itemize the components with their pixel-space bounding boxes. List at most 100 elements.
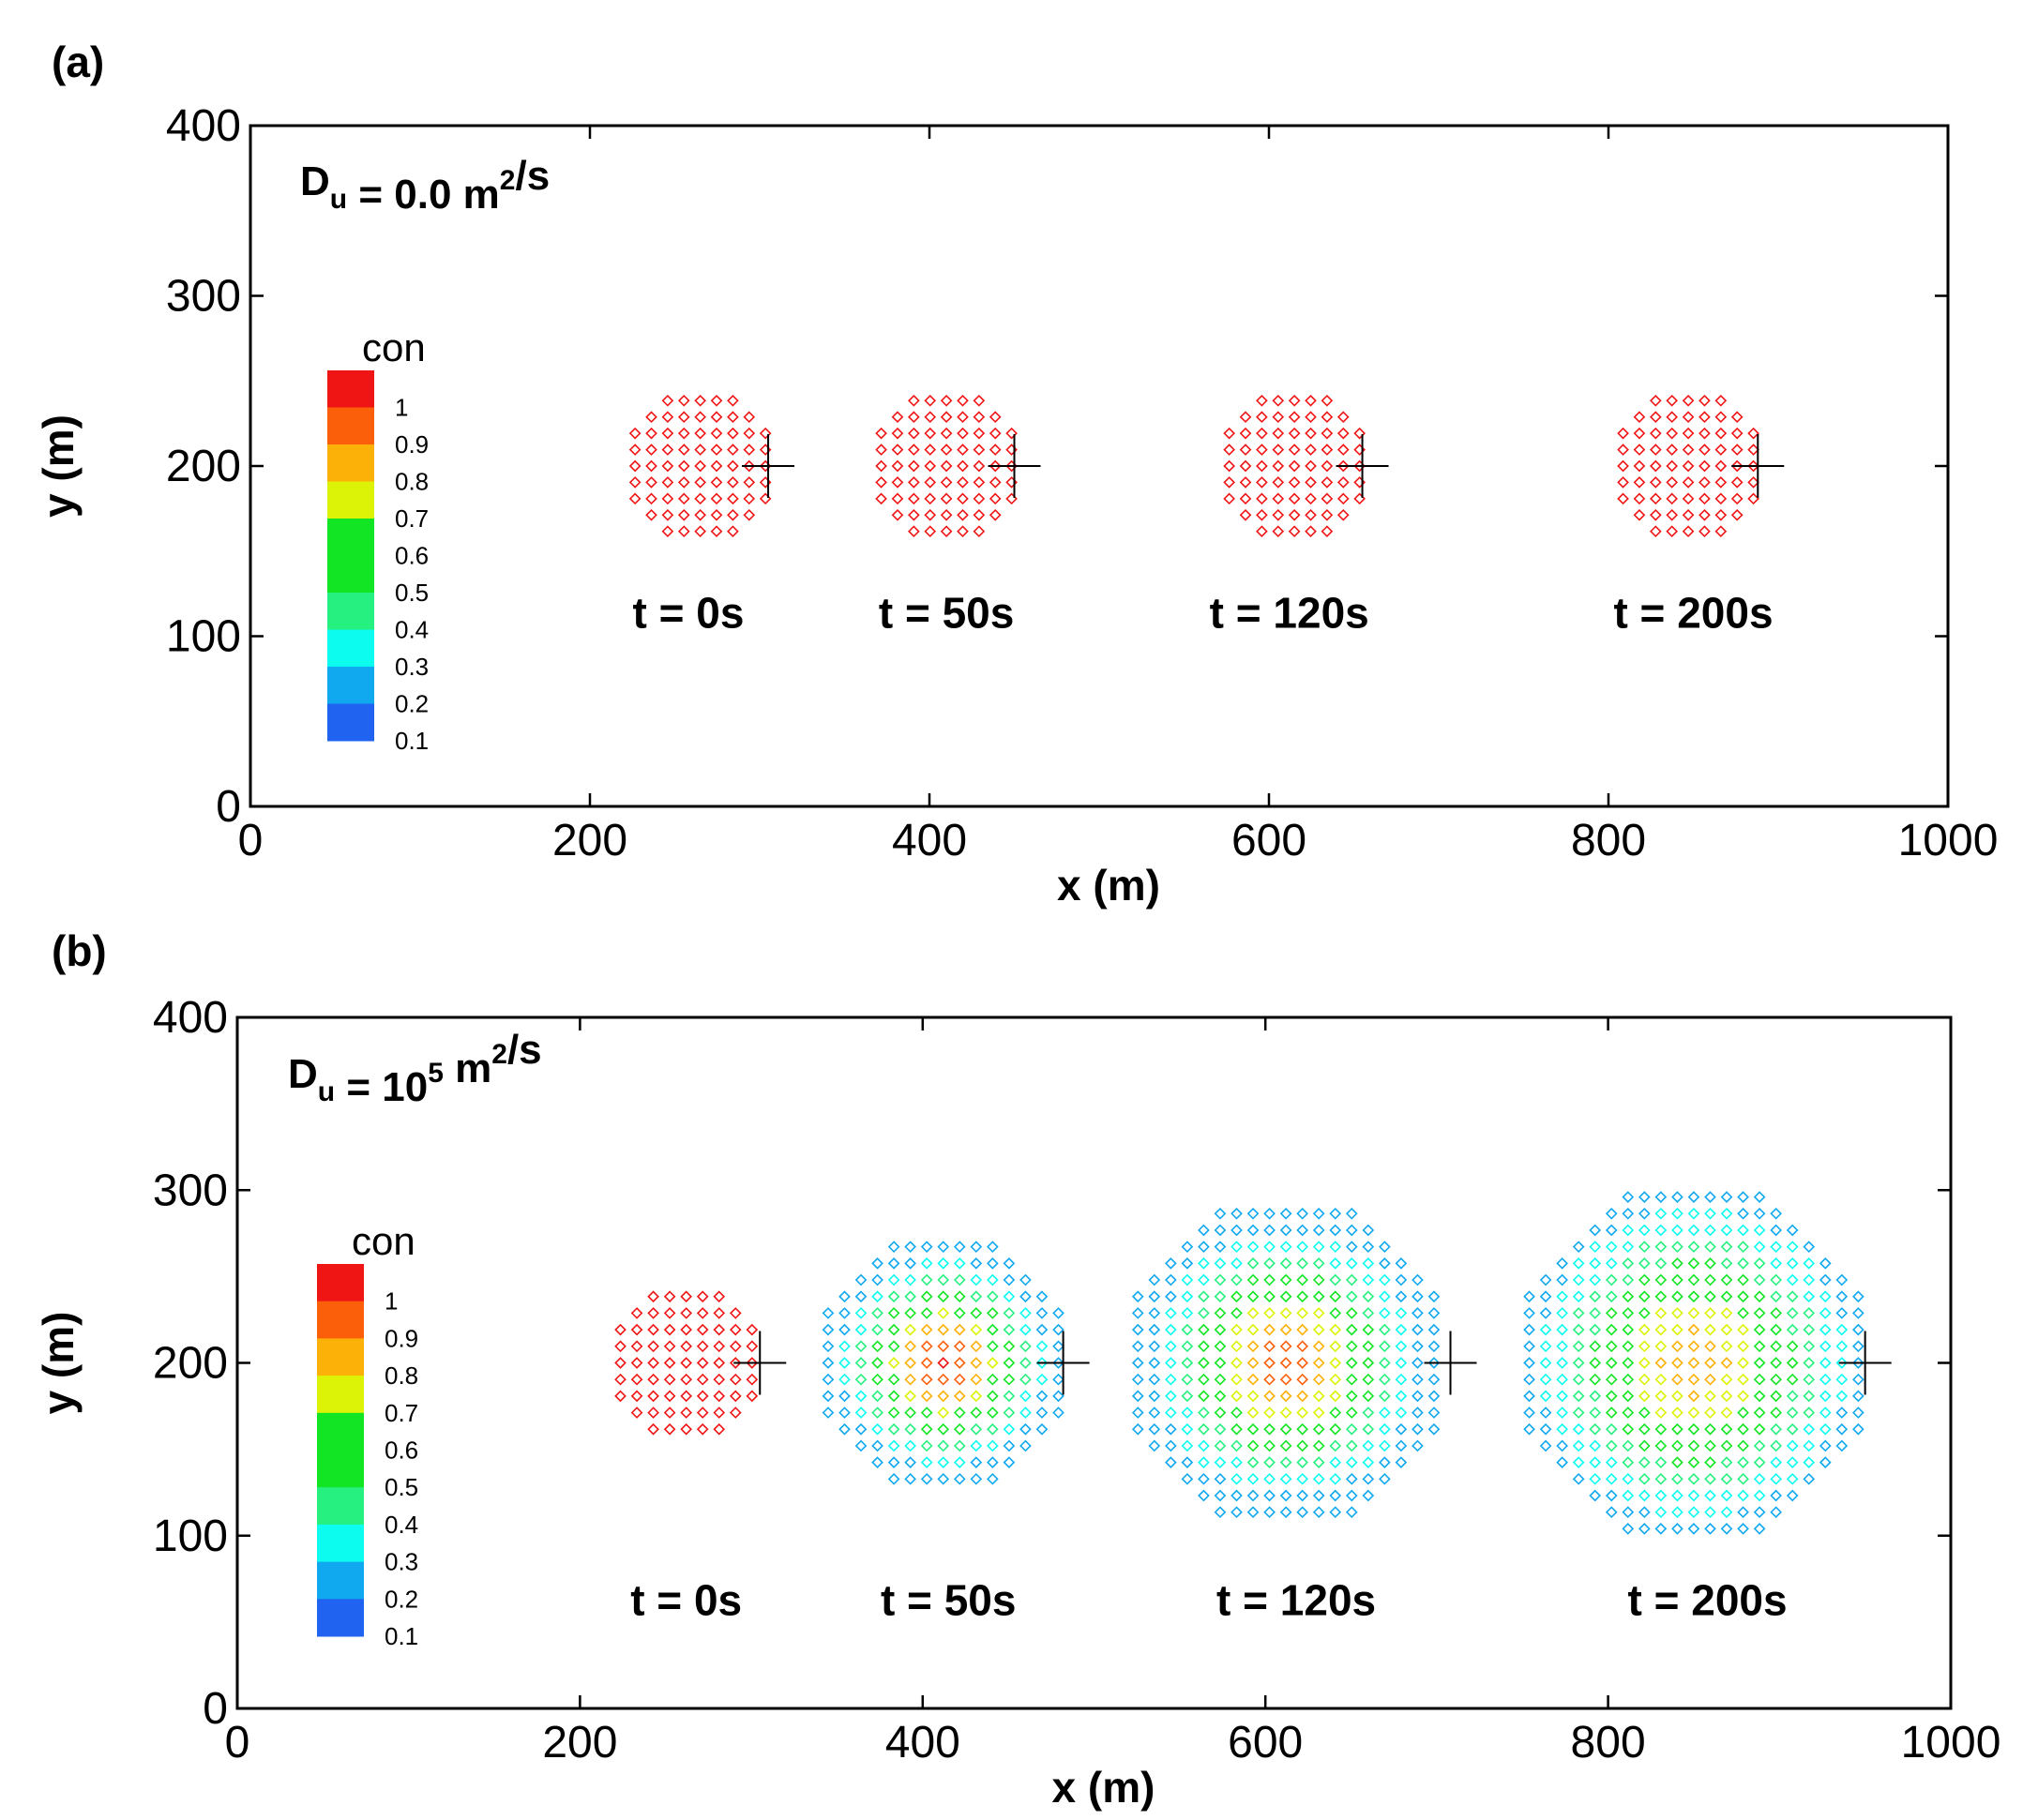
data-point xyxy=(1181,1422,1194,1436)
snapshot-0: t = 0s xyxy=(614,1290,787,1625)
data-point xyxy=(680,1357,693,1369)
data-point xyxy=(1835,1406,1849,1419)
data-point xyxy=(1131,1290,1144,1303)
data-point xyxy=(1698,444,1711,456)
data-point xyxy=(1572,1340,1585,1353)
data-point xyxy=(1638,1191,1651,1203)
colorbar-swatch xyxy=(317,1487,364,1526)
data-point xyxy=(937,1390,950,1403)
data-point xyxy=(1622,1290,1635,1303)
data-point xyxy=(1239,411,1252,424)
data-point xyxy=(1214,1390,1227,1403)
data-point xyxy=(887,1422,900,1436)
data-point xyxy=(1770,1273,1782,1286)
data-point xyxy=(1666,444,1679,456)
data-point xyxy=(854,1273,868,1286)
data-point xyxy=(1329,1241,1342,1254)
data-point xyxy=(1605,1406,1618,1419)
data-point xyxy=(1395,1373,1408,1386)
data-point xyxy=(1246,1323,1260,1336)
data-point xyxy=(1605,1373,1618,1386)
data-point xyxy=(1214,1323,1227,1336)
data-point xyxy=(1362,1390,1375,1403)
data-point xyxy=(1622,1472,1635,1485)
data-point xyxy=(1003,1373,1016,1386)
data-point xyxy=(1638,1439,1651,1452)
data-point xyxy=(1256,508,1268,521)
data-point xyxy=(1362,1273,1375,1286)
data-point xyxy=(1747,459,1759,473)
data-point xyxy=(1770,1489,1782,1502)
data-point xyxy=(1649,525,1662,538)
data-point xyxy=(1035,1422,1049,1436)
data-point xyxy=(1819,1390,1832,1403)
data-point xyxy=(1770,1357,1782,1369)
data-point xyxy=(1336,476,1350,489)
data-point xyxy=(1312,1406,1325,1419)
colorbar-level-label: 0.9 xyxy=(395,430,429,459)
data-point xyxy=(1272,508,1285,521)
data-point xyxy=(973,525,986,538)
data-point xyxy=(1720,1323,1733,1336)
data-point xyxy=(1246,1390,1260,1403)
data-point xyxy=(1649,459,1662,473)
data-point xyxy=(743,444,756,456)
data-point xyxy=(953,1472,966,1485)
data-point xyxy=(957,411,969,424)
data-point xyxy=(694,444,706,456)
data-point xyxy=(1019,1307,1032,1319)
data-point xyxy=(854,1390,868,1403)
data-point xyxy=(1198,1273,1210,1286)
data-point xyxy=(1148,1323,1161,1336)
data-point xyxy=(1714,508,1728,521)
data-point xyxy=(871,1390,883,1403)
data-point xyxy=(696,1290,709,1303)
data-point xyxy=(1687,1191,1700,1203)
data-point xyxy=(713,1307,726,1319)
colorbar-level-label: 0.1 xyxy=(395,727,429,755)
data-point xyxy=(1329,1273,1342,1286)
data-point xyxy=(1035,1340,1049,1353)
data-point xyxy=(1263,1406,1276,1419)
colorbar-level-label: 0.7 xyxy=(385,1399,418,1427)
snapshot-2: t = 120s xyxy=(1210,394,1389,637)
data-point xyxy=(1654,1340,1668,1353)
data-point xyxy=(1737,1224,1749,1237)
data-point xyxy=(822,1307,835,1319)
data-point xyxy=(1687,1373,1700,1386)
data-point xyxy=(1589,1273,1602,1286)
data-point xyxy=(1539,1307,1552,1319)
data-point xyxy=(987,1241,999,1254)
data-point xyxy=(1572,1257,1585,1270)
data-point xyxy=(743,459,756,473)
data-point xyxy=(1379,1241,1391,1254)
data-point xyxy=(1214,1357,1227,1369)
data-point xyxy=(854,1406,868,1419)
data-point xyxy=(1272,525,1285,538)
data-point xyxy=(1214,1307,1227,1319)
data-point xyxy=(1687,1506,1700,1519)
data-point xyxy=(1698,476,1711,489)
data-point xyxy=(1148,1406,1161,1419)
colorbar-swatch xyxy=(317,1524,364,1563)
data-point xyxy=(924,508,937,521)
data-point xyxy=(1395,1307,1408,1319)
colorbar-level-label: 0.1 xyxy=(385,1622,418,1650)
data-point xyxy=(1181,1307,1194,1319)
data-point xyxy=(1263,1273,1276,1286)
data-point xyxy=(904,1456,916,1468)
data-point xyxy=(1638,1340,1651,1353)
data-point xyxy=(1682,525,1695,538)
data-point xyxy=(696,1357,709,1369)
data-point xyxy=(1336,411,1350,424)
data-point xyxy=(1165,1323,1177,1336)
data-point xyxy=(1720,1523,1733,1535)
data-point xyxy=(1803,1340,1816,1353)
data-point xyxy=(887,1390,900,1403)
colorbar-swatch xyxy=(327,555,374,594)
colorbar-level-label: 1 xyxy=(395,394,408,422)
data-point xyxy=(1704,1191,1716,1203)
data-point xyxy=(1819,1323,1832,1336)
data-point xyxy=(953,1307,966,1319)
data-point xyxy=(1720,1191,1733,1203)
